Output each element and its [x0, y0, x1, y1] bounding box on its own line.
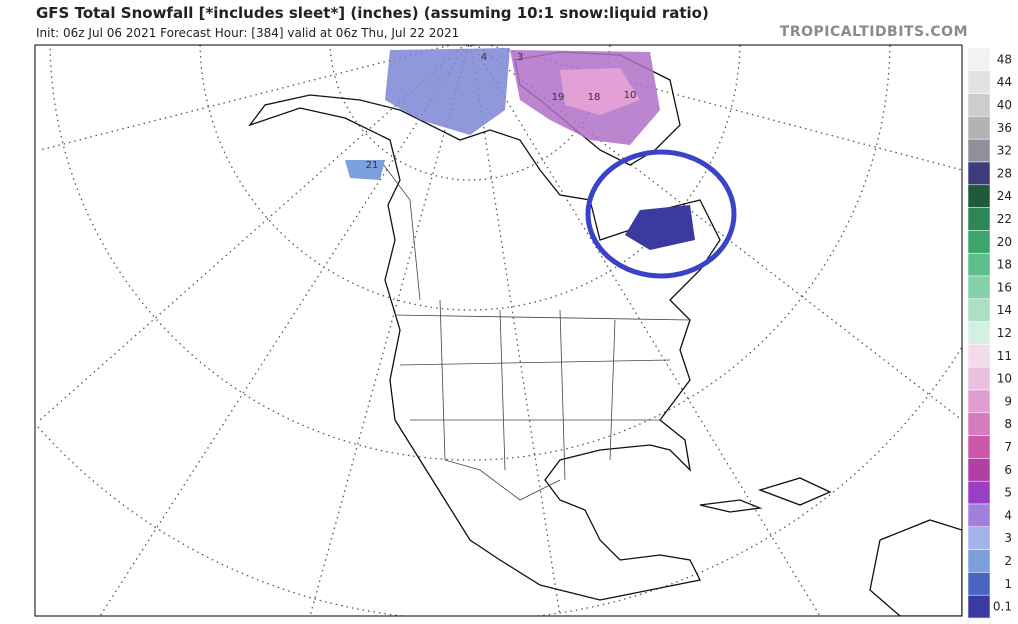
legend-swatch: [967, 161, 991, 186]
map-label: 10: [624, 90, 637, 101]
legend-label: 4: [1004, 508, 1012, 522]
legend-swatch: [967, 93, 991, 117]
legend-label: 8: [1004, 417, 1012, 431]
legend-swatch: [967, 252, 991, 277]
legend-swatch: [967, 480, 991, 505]
legend-label: 10: [997, 372, 1012, 386]
legend-label: 2: [1004, 554, 1012, 568]
borders: [379, 159, 691, 501]
legend-swatch: [967, 458, 991, 482]
map-label: 4: [481, 52, 487, 63]
legend-label: 5: [1004, 486, 1012, 500]
legend-label: 24: [997, 189, 1012, 203]
legend-swatch: [967, 298, 991, 322]
legend-swatch: [967, 549, 991, 573]
legend-label: 0.1: [993, 600, 1012, 614]
legend-swatch: [967, 572, 991, 596]
legend-label: 22: [997, 212, 1012, 226]
legend-swatch: [967, 344, 991, 368]
legend-swatch: [967, 366, 991, 391]
legend-swatch: [967, 138, 991, 163]
legend-label: 14: [997, 303, 1012, 317]
map-label: 21: [366, 160, 379, 171]
credit: TROPICALTIDBITS.COM: [779, 24, 968, 40]
legend-swatch: [967, 47, 991, 72]
legend-label: 28: [997, 166, 1012, 180]
legend-label: 16: [997, 280, 1012, 294]
highlight-circle: [585, 149, 737, 279]
legend-label: 40: [997, 98, 1012, 112]
legend-swatch: [967, 70, 991, 94]
legend-label: 18: [997, 258, 1012, 272]
legend-swatch: [967, 412, 991, 436]
legend-swatch: [967, 389, 991, 414]
map-label: 19: [552, 92, 565, 103]
map-label: 3: [517, 52, 523, 63]
legend-label: 1: [1004, 577, 1012, 591]
legend-label: 6: [1004, 463, 1012, 477]
legend-label: 32: [997, 144, 1012, 158]
legend-label: 12: [997, 326, 1012, 340]
legend-label: 11: [997, 349, 1012, 363]
legend-swatch: [967, 435, 991, 459]
legend-label: 9: [1004, 394, 1012, 408]
legend-label: 48: [997, 52, 1012, 66]
legend-swatch: [967, 230, 991, 254]
legend-swatch: [967, 526, 991, 550]
legend-label: 3: [1004, 531, 1012, 545]
legend-label: 7: [1004, 440, 1012, 454]
map-label: 18: [588, 92, 601, 103]
legend-swatch: [967, 503, 991, 528]
legend-label: 36: [997, 121, 1012, 135]
legend-swatch: [967, 207, 991, 231]
legend-swatch: [967, 116, 991, 140]
legend-swatch: [967, 321, 991, 345]
map-frame: [34, 44, 963, 617]
legend-swatch: [967, 184, 991, 208]
legend-label: 20: [997, 235, 1012, 249]
snow-patches: [345, 48, 695, 250]
legend-label: 44: [997, 75, 1012, 89]
legend-swatch: [967, 275, 991, 300]
legend-swatch-blank: [967, 617, 991, 624]
subtitle: Init: 06z Jul 06 2021 Forecast Hour: [38…: [36, 26, 460, 40]
legend-swatch: [967, 594, 991, 619]
title: GFS Total Snowfall [*includes sleet*] (i…: [36, 4, 709, 22]
